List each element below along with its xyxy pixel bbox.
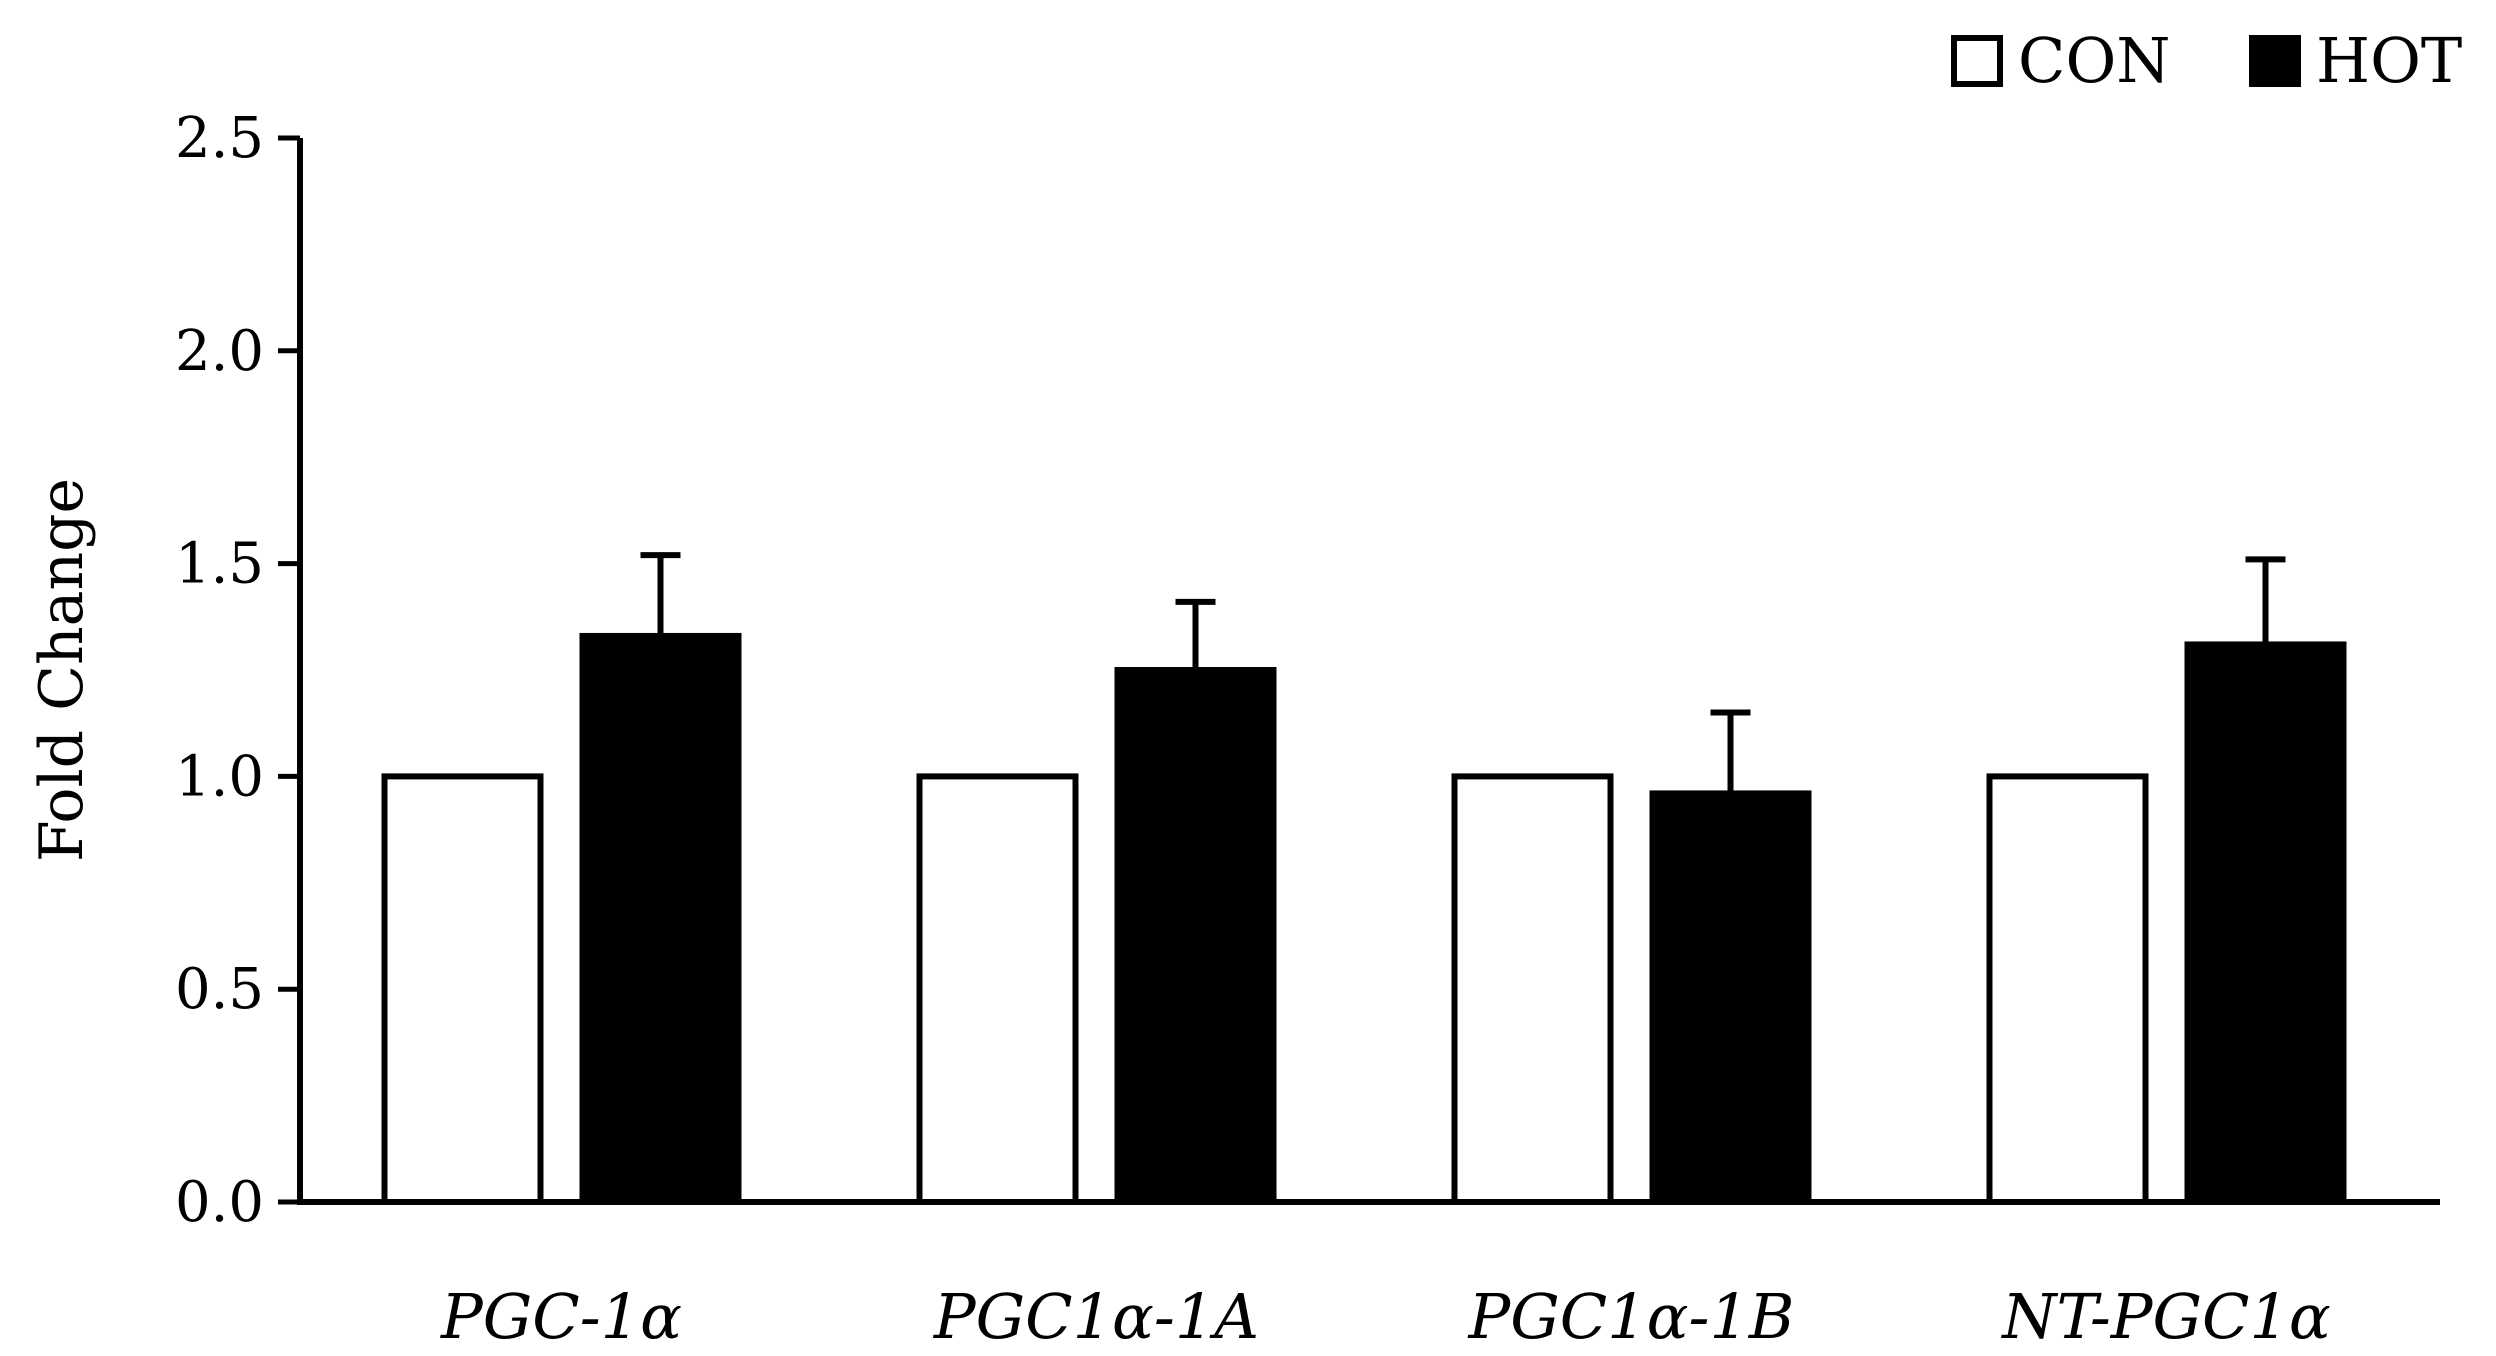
bar-con-1 [381, 773, 544, 1206]
y-tick-label: 0.0 [175, 1170, 264, 1235]
legend-label-hot: HOT [2316, 24, 2462, 97]
plot-area: 0.0 0.5 1.0 1.5 2.0 2.5 PGC-1α PGC1α-1A PGC1α-1B… [175, 106, 2440, 1353]
bar-hot-3 [1649, 790, 1812, 1205]
x-category-label: PGC1α-1A [933, 1280, 1259, 1353]
y-axis-title: Fold Change [27, 478, 97, 862]
x-category-label: NT-PGC1α [2000, 1280, 2331, 1353]
y-tick-label: 1.0 [175, 744, 264, 809]
y-tick-label: 0.5 [175, 957, 264, 1022]
bar-hot-2 [1114, 667, 1277, 1205]
bar-hot-1 [579, 632, 742, 1205]
x-category-label: PGC1α-1B [1468, 1280, 1795, 1353]
legend: CON HOT [1951, 24, 2462, 97]
x-category-label: PGC-1α [440, 1280, 682, 1353]
bar-hot-4 [2184, 641, 2347, 1205]
y-tick-label: 1.5 [175, 532, 264, 597]
y-tick-label: 2.0 [175, 319, 264, 384]
bar-con-4 [1986, 773, 2149, 1206]
bar-con-2 [916, 773, 1079, 1206]
legend-label-con: CON [2018, 24, 2171, 97]
y-tick-label: 2.5 [175, 106, 264, 171]
legend-swatch-hot [2249, 35, 2301, 87]
legend-swatch-con [1951, 35, 2003, 87]
bar-con-3 [1451, 773, 1614, 1206]
